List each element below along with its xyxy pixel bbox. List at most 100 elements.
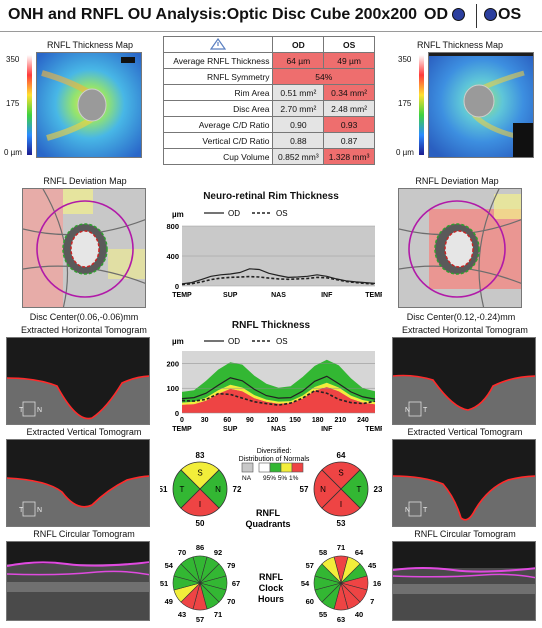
- od-horizontal-tomogram: T N: [6, 337, 150, 425]
- os-quad-i-letter: I: [340, 500, 342, 509]
- rnfl-legend-os: OS: [276, 337, 288, 346]
- od-quadrant-inferior: [180, 488, 220, 517]
- od-deviation-map: [22, 188, 146, 308]
- od-quadrant-superior: [180, 461, 220, 490]
- row-label: Rim Area: [162, 84, 274, 101]
- od-color-scale-bar: [27, 55, 32, 155]
- od-circular-tomogram: [6, 541, 150, 621]
- od-clock-value: 49: [165, 597, 173, 606]
- table-row: Cup Volume 0.852 mm³ 1.328 mm³: [162, 148, 375, 165]
- rnfl-xtick-label: 90: [246, 417, 254, 424]
- os-clock-value: 64: [355, 548, 364, 557]
- avg-rnfl-os: 49 µm: [323, 52, 375, 69]
- od-eye-label: OD: [424, 6, 448, 23]
- disc-area-os: 2.48 mm²: [323, 100, 375, 117]
- rnfl-chart-title: RNFL Thickness: [231, 320, 311, 331]
- os-clock-value: 40: [355, 610, 363, 619]
- od-quad-s-letter: S: [197, 469, 202, 478]
- os-disc-center: Disc Center(0.12,-0.24)mm: [406, 312, 516, 322]
- rnfl-od-line: [181, 375, 376, 400]
- rnfl-legend-od: OD: [228, 337, 240, 346]
- os-vertical-tomogram: N T: [392, 439, 536, 527]
- metrics-table: OD OS Average RNFL Thickness 64 µm 49 µm…: [162, 36, 375, 165]
- legend-yellow-swatch: [280, 462, 293, 473]
- os-scale-top: 350: [398, 55, 412, 64]
- clock-title-2: Clock: [259, 583, 285, 593]
- os-circular-tomogram: [392, 541, 536, 621]
- os-quad-top-value: 64: [337, 451, 346, 460]
- os-v-mark-n: N: [405, 507, 410, 514]
- rnfl-symmetry-value: 54%: [272, 68, 375, 85]
- os-quad-bottom-value: 53: [337, 519, 346, 528]
- rim-unit: µm: [172, 210, 184, 219]
- od-clock-value: 70: [227, 597, 235, 606]
- od-quad-n-letter: N: [215, 485, 221, 494]
- od-vertical-title: Extracted Vertical Tomogram: [26, 427, 142, 437]
- rim-os-line: [181, 275, 376, 286]
- od-vertical-tomogram: T N: [6, 439, 150, 527]
- od-clock-value: 86: [196, 543, 204, 552]
- od-clock-value: 54: [165, 561, 174, 570]
- os-clock-value: 57: [306, 561, 314, 570]
- os-h-mark-n: N: [405, 407, 410, 414]
- table-row: Vertical C/D Ratio 0.88 0.87: [162, 132, 375, 149]
- row-label: RNFL Symmetry: [162, 68, 274, 85]
- os-clock-value: 63: [337, 615, 345, 624]
- legend-green-swatch: [269, 462, 282, 473]
- od-scale-mid: 175: [6, 99, 20, 108]
- table-row: Rim Area 0.51 mm² 0.34 mm²: [162, 84, 375, 101]
- table-header-od: OD: [272, 36, 325, 53]
- os-eye-icon: [484, 8, 497, 21]
- rnfl-xtick-label: 30: [201, 417, 209, 424]
- od-clock-value: 51: [160, 579, 168, 588]
- rnfl-xtick2-label: TEMP: [172, 426, 192, 433]
- od-eye-icon: [452, 8, 465, 21]
- row-label: Cup Volume: [162, 148, 274, 165]
- rnfl-quadrants-panel: S I 83 50 51 72 T N S I 64 53 57 23 N T RNFL Quadrants…: [160, 448, 382, 529]
- cup-volume-os: 1.328 mm³: [323, 148, 375, 165]
- os-quad-right-value: 23: [374, 485, 382, 494]
- os-deviation-map-title: RNFL Deviation Map: [415, 176, 499, 186]
- od-quad-top-value: 83: [196, 451, 205, 460]
- rnfl-xtick-label: 60: [223, 417, 231, 424]
- rnfl-xtick-label: 240: [357, 417, 369, 424]
- rim-xtick-label: TEMP: [172, 292, 192, 299]
- header-separator: [476, 4, 477, 28]
- od-h-mark-n: N: [37, 407, 42, 414]
- rim-chart: µm OD OS 800 400 0 TEMP SUP NAS INF TEMP: [166, 209, 382, 299]
- table-header-row: OD OS: [162, 36, 375, 53]
- legend-title-2: Distribution of Normals: [239, 456, 310, 463]
- od-deviation-map-title: RNFL Deviation Map: [43, 176, 127, 186]
- clock-title-1: RNFL: [259, 572, 283, 582]
- rim-legend-os: OS: [276, 209, 288, 218]
- od-quad-t-letter: T: [180, 485, 185, 494]
- table-warning-cell: [162, 36, 274, 53]
- od-scale-bottom: 0 µm: [4, 148, 22, 157]
- os-clock-value: 55: [319, 610, 327, 619]
- row-label: Vertical C/D Ratio: [162, 132, 274, 149]
- od-quadrant-left: [172, 469, 201, 509]
- rnfl-xtick2-label: SUP: [223, 426, 238, 433]
- cup-volume-od: 0.852 mm³: [272, 148, 325, 165]
- rnfl-unit: µm: [172, 337, 184, 346]
- clock-title-3: Hours: [258, 594, 284, 604]
- rnfl-xtick-label: 210: [334, 417, 346, 424]
- rim-chart-title: Neuro-retinal Rim Thickness: [203, 191, 339, 202]
- rnfl-clock-hours-panel: 86 92 79 67 70 71 57 43 49 51 54 70 71 64 45 16 7 40 63 55…: [160, 543, 381, 624]
- os-h-mark-t: T: [423, 407, 428, 414]
- rnfl-xtick2-label: NAS: [271, 426, 286, 433]
- quadrants-title-1: RNFL: [256, 508, 280, 518]
- table-row: Average C/D Ratio 0.90 0.93: [162, 116, 375, 133]
- legend-pcts: 95% 5% 1%: [263, 475, 299, 482]
- os-clock-value: 71: [337, 543, 345, 552]
- os-clock-value: 16: [373, 579, 381, 588]
- rim-ytick-label: 400: [166, 252, 179, 261]
- os-clock-value: 54: [301, 579, 310, 588]
- table-row: Disc Area 2.70 mm² 2.48 mm²: [162, 100, 375, 117]
- row-label: Average RNFL Thickness: [162, 52, 274, 69]
- od-clock-sector: [180, 556, 201, 585]
- os-clock-value: 58: [319, 548, 327, 557]
- od-clock-value: 43: [178, 610, 186, 619]
- od-v-mark-t: T: [19, 507, 24, 514]
- rnfl-band-green: [182, 359, 375, 403]
